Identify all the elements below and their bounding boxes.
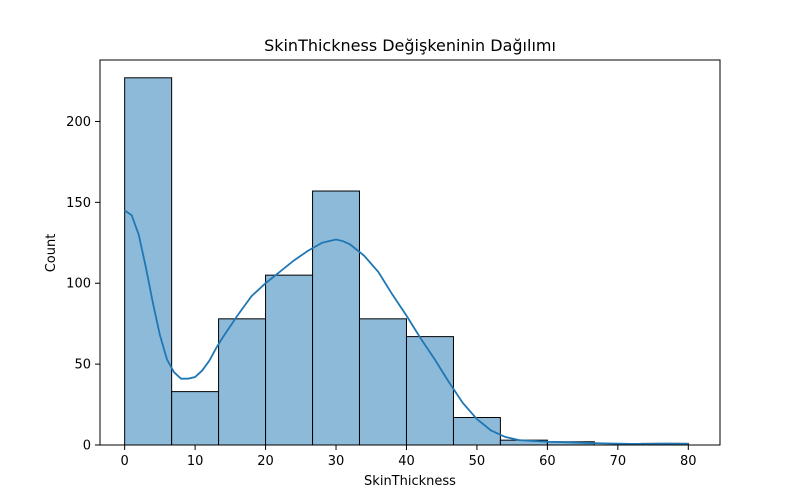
x-tick-label: 30	[328, 454, 345, 469]
kde-curve	[124, 209, 689, 445]
histogram-bar	[124, 77, 173, 446]
x-tick-label: 20	[257, 454, 274, 469]
histogram-bar	[171, 391, 220, 446]
x-tick-label: 60	[539, 454, 556, 469]
y-axis-label: Count	[44, 234, 59, 273]
histogram-bar	[265, 274, 314, 446]
x-tick-label: 10	[187, 454, 204, 469]
y-tick-label: 150	[66, 196, 91, 211]
histogram-bar	[312, 190, 360, 446]
y-axis-ticks: 0 50 100 150 200	[66, 115, 100, 454]
histogram-bar	[358, 318, 407, 446]
x-axis-label: SkinThickness	[364, 474, 456, 489]
chart-title: SkinThickness Değişkeninin Dağılımı	[264, 36, 556, 55]
y-tick-label: 200	[66, 115, 91, 130]
x-tick-label: 0	[121, 454, 129, 469]
axes-frame	[99, 59, 721, 446]
x-axis-ticks: 0 10 20 30 40 50 60 70 80	[121, 445, 697, 469]
x-tick-label: 40	[398, 454, 415, 469]
histogram-bars	[124, 77, 689, 446]
x-tick-label: 70	[610, 454, 627, 469]
y-tick-label: 0	[83, 439, 91, 454]
histogram-bar	[218, 318, 267, 446]
y-tick-label: 100	[66, 277, 91, 292]
histogram-bar	[405, 336, 454, 446]
y-tick-label: 50	[74, 358, 91, 373]
x-tick-label: 50	[469, 454, 486, 469]
x-tick-label: 80	[680, 454, 697, 469]
